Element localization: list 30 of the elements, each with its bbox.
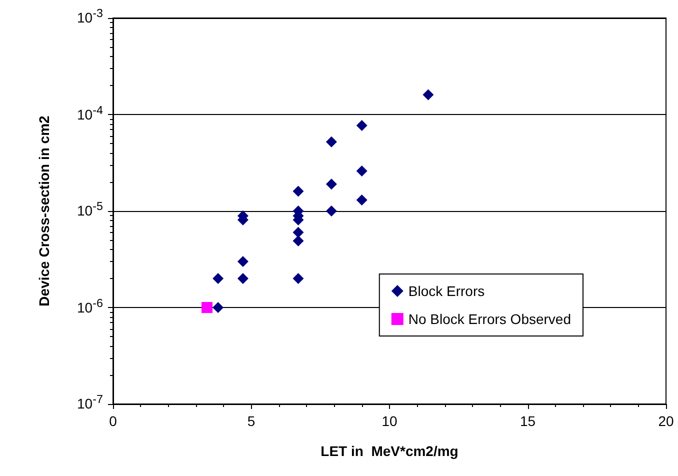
y-tick-label: 10$^{-7}$	[77, 392, 103, 412]
y-tick-label: 10$^{-4}$	[77, 102, 103, 122]
x-tick-label: 5	[247, 413, 256, 429]
point	[237, 256, 248, 267]
x-tick-label: 20	[658, 413, 674, 429]
point	[292, 235, 304, 246]
x-tick-label: 10	[382, 413, 398, 429]
point	[326, 136, 337, 148]
point	[202, 302, 213, 313]
point	[237, 272, 248, 284]
y-tick-label: 10$^{-6}$	[77, 296, 103, 316]
x-tick-label: 15	[520, 413, 536, 429]
point	[292, 226, 304, 238]
point	[212, 272, 224, 284]
x-axis-title: LET in MeV*cm2/mg	[320, 443, 458, 459]
point	[356, 194, 368, 206]
point	[356, 165, 368, 176]
legend-label: Block Errors	[408, 283, 485, 299]
x-tick-label: 0	[109, 413, 118, 429]
y-tick-label: 10$^{-3}$	[77, 6, 103, 26]
point	[422, 89, 434, 100]
legend-label: No Block Errors Observed	[408, 311, 572, 327]
point	[292, 272, 304, 284]
point	[292, 186, 304, 197]
y-axis-title: Device Cross-section in cm2	[36, 115, 52, 306]
point	[326, 206, 337, 216]
point	[326, 178, 337, 190]
y-tick-label: 10$^{-5}$	[77, 199, 103, 219]
point	[356, 120, 368, 131]
point	[212, 302, 224, 313]
